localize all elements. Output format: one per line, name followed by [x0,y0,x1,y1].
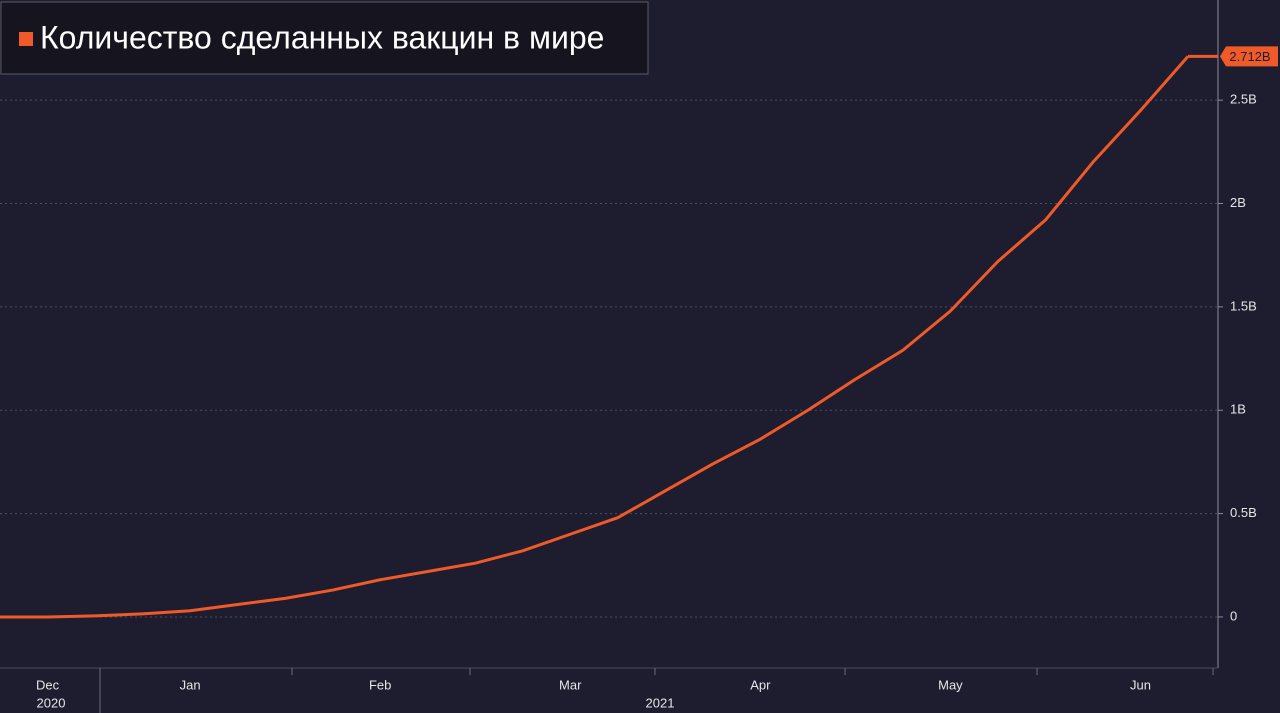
legend-label: Количество сделанных вакцин в мире [40,19,604,55]
y-tick-label: 0.5B [1230,505,1257,520]
x-tick-label: Dec [36,677,60,692]
x-tick-label: Mar [559,677,582,692]
y-tick-label: 1.5B [1230,298,1257,313]
y-tick-label: 1B [1230,402,1246,417]
x-tick-label: Jun [1130,677,1151,692]
legend-swatch [19,32,33,46]
x-tick-label: Feb [369,677,391,692]
y-tick-label: 2.5B [1230,92,1257,107]
value-tag [1220,46,1278,67]
value-label: 2.712B [1229,49,1270,64]
x-group-label: 2020 [37,695,66,710]
y-tick-label: 0 [1230,608,1237,623]
x-tick-label: Jan [180,677,201,692]
x-tick-label: Apr [750,677,771,692]
plot [0,54,1218,619]
x-tick-label: May [938,677,963,692]
y-tick-label: 2B [1230,195,1246,210]
legend-box [0,1,649,75]
data-line [0,55,1190,619]
x-group-label: 2021 [646,695,675,710]
